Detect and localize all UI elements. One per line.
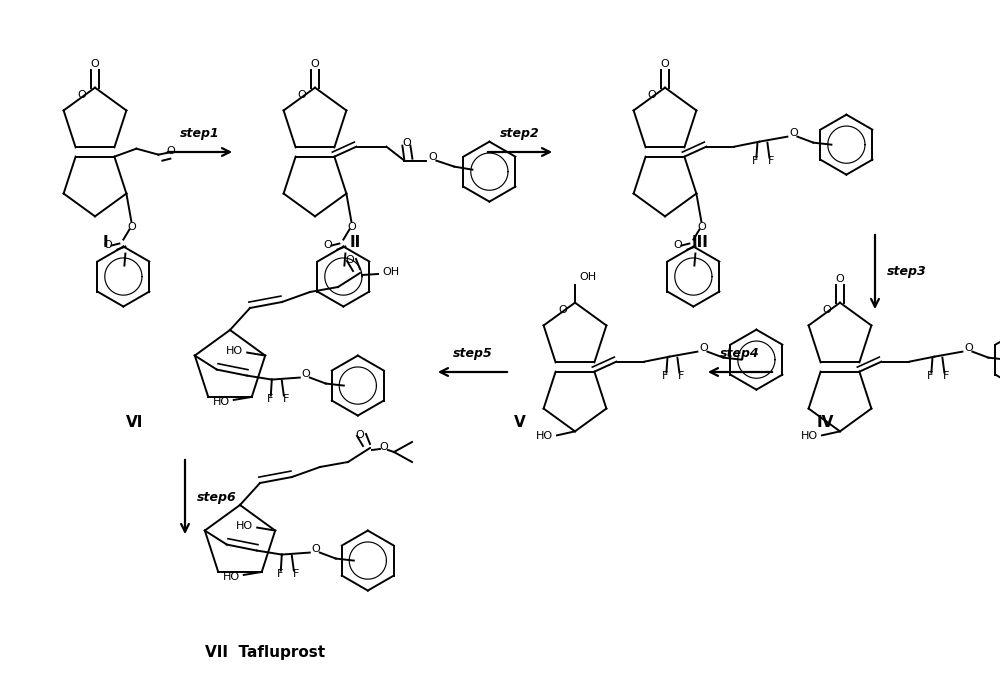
Text: O: O bbox=[323, 240, 332, 249]
Text: O: O bbox=[836, 273, 844, 284]
Text: O: O bbox=[91, 58, 99, 69]
Text: HO: HO bbox=[213, 397, 230, 407]
Text: step1: step1 bbox=[180, 127, 220, 140]
Text: step3: step3 bbox=[887, 265, 927, 278]
Text: OH: OH bbox=[579, 271, 596, 282]
Text: step5: step5 bbox=[453, 347, 492, 360]
Text: F: F bbox=[267, 394, 273, 403]
Text: O: O bbox=[346, 255, 354, 265]
Text: O: O bbox=[661, 58, 669, 69]
Text: O: O bbox=[311, 58, 319, 69]
Text: O: O bbox=[347, 221, 356, 232]
Text: HO: HO bbox=[226, 346, 243, 356]
Text: O: O bbox=[103, 240, 112, 249]
Text: O: O bbox=[964, 343, 973, 352]
Text: VII  Tafluprost: VII Tafluprost bbox=[205, 644, 325, 660]
Text: F: F bbox=[293, 569, 299, 578]
Text: O: O bbox=[166, 146, 175, 156]
Text: IV: IV bbox=[816, 414, 834, 429]
Text: O: O bbox=[356, 430, 364, 440]
Text: F: F bbox=[283, 394, 289, 403]
Text: VI: VI bbox=[126, 414, 144, 429]
Text: O: O bbox=[301, 368, 310, 379]
Text: O: O bbox=[673, 240, 682, 249]
Text: I: I bbox=[102, 234, 108, 249]
Text: O: O bbox=[697, 221, 706, 232]
Text: F: F bbox=[662, 371, 669, 381]
Text: F: F bbox=[943, 371, 950, 381]
Text: O: O bbox=[428, 152, 437, 161]
Text: F: F bbox=[768, 156, 775, 166]
Text: HO: HO bbox=[801, 431, 818, 441]
Text: F: F bbox=[678, 371, 685, 381]
Text: HO: HO bbox=[536, 431, 553, 441]
Text: HO: HO bbox=[236, 521, 253, 530]
Text: step2: step2 bbox=[500, 127, 540, 140]
Text: F: F bbox=[277, 569, 283, 578]
Text: F: F bbox=[752, 156, 759, 166]
Text: O: O bbox=[311, 543, 320, 554]
Text: O: O bbox=[127, 221, 136, 232]
Text: step4: step4 bbox=[720, 347, 760, 360]
Text: F: F bbox=[927, 371, 934, 381]
Text: O: O bbox=[380, 442, 388, 452]
Text: O: O bbox=[558, 305, 567, 315]
Text: O: O bbox=[789, 128, 798, 137]
Text: O: O bbox=[77, 90, 86, 100]
Text: OH: OH bbox=[382, 267, 399, 277]
Text: HO: HO bbox=[223, 572, 240, 582]
Text: II: II bbox=[349, 234, 361, 249]
Text: O: O bbox=[822, 305, 831, 315]
Text: O: O bbox=[297, 90, 306, 100]
Text: V: V bbox=[514, 414, 526, 429]
Text: step6: step6 bbox=[197, 491, 237, 504]
Text: O: O bbox=[647, 90, 656, 100]
Text: O: O bbox=[699, 343, 708, 352]
Text: III: III bbox=[692, 234, 708, 249]
Text: O: O bbox=[402, 137, 411, 148]
